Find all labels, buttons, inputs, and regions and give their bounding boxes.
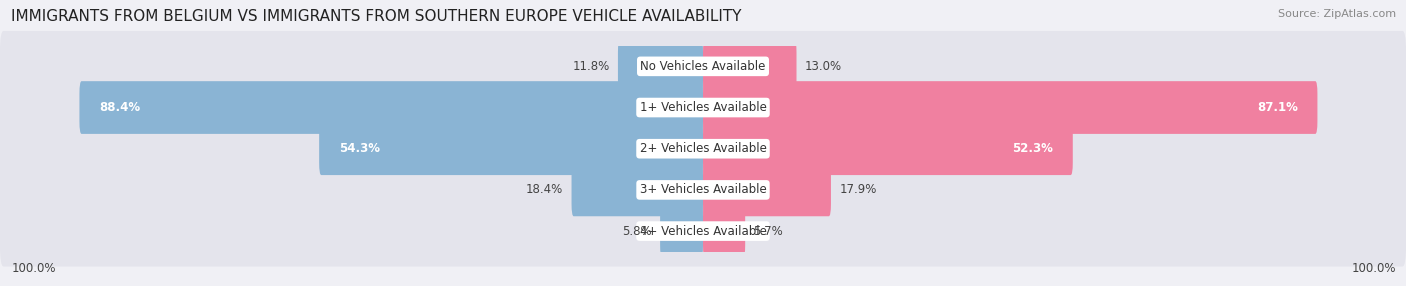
Text: 5.8%: 5.8% bbox=[621, 225, 652, 238]
Text: 17.9%: 17.9% bbox=[839, 183, 877, 196]
Text: 54.3%: 54.3% bbox=[339, 142, 380, 155]
Text: 5.7%: 5.7% bbox=[754, 225, 783, 238]
FancyBboxPatch shape bbox=[703, 164, 831, 216]
FancyBboxPatch shape bbox=[0, 72, 1406, 143]
Text: IMMIGRANTS FROM BELGIUM VS IMMIGRANTS FROM SOUTHERN EUROPE VEHICLE AVAILABILITY: IMMIGRANTS FROM BELGIUM VS IMMIGRANTS FR… bbox=[11, 9, 742, 23]
Text: 18.4%: 18.4% bbox=[526, 183, 564, 196]
Text: 88.4%: 88.4% bbox=[98, 101, 141, 114]
Text: 4+ Vehicles Available: 4+ Vehicles Available bbox=[640, 225, 766, 238]
Text: 11.8%: 11.8% bbox=[572, 60, 610, 73]
FancyBboxPatch shape bbox=[703, 205, 745, 257]
Text: 1+ Vehicles Available: 1+ Vehicles Available bbox=[640, 101, 766, 114]
FancyBboxPatch shape bbox=[619, 40, 703, 93]
FancyBboxPatch shape bbox=[703, 122, 1073, 175]
Text: 100.0%: 100.0% bbox=[1351, 262, 1396, 275]
FancyBboxPatch shape bbox=[703, 40, 796, 93]
FancyBboxPatch shape bbox=[661, 205, 703, 257]
FancyBboxPatch shape bbox=[0, 31, 1406, 102]
FancyBboxPatch shape bbox=[0, 113, 1406, 184]
FancyBboxPatch shape bbox=[703, 81, 1317, 134]
Text: No Vehicles Available: No Vehicles Available bbox=[640, 60, 766, 73]
FancyBboxPatch shape bbox=[571, 164, 703, 216]
Text: 52.3%: 52.3% bbox=[1012, 142, 1053, 155]
Text: Source: ZipAtlas.com: Source: ZipAtlas.com bbox=[1278, 9, 1396, 19]
Text: 3+ Vehicles Available: 3+ Vehicles Available bbox=[640, 183, 766, 196]
FancyBboxPatch shape bbox=[319, 122, 703, 175]
Text: 100.0%: 100.0% bbox=[11, 262, 56, 275]
Text: 13.0%: 13.0% bbox=[804, 60, 842, 73]
FancyBboxPatch shape bbox=[0, 154, 1406, 225]
Text: 87.1%: 87.1% bbox=[1257, 101, 1298, 114]
FancyBboxPatch shape bbox=[0, 196, 1406, 267]
FancyBboxPatch shape bbox=[79, 81, 703, 134]
Text: 2+ Vehicles Available: 2+ Vehicles Available bbox=[640, 142, 766, 155]
